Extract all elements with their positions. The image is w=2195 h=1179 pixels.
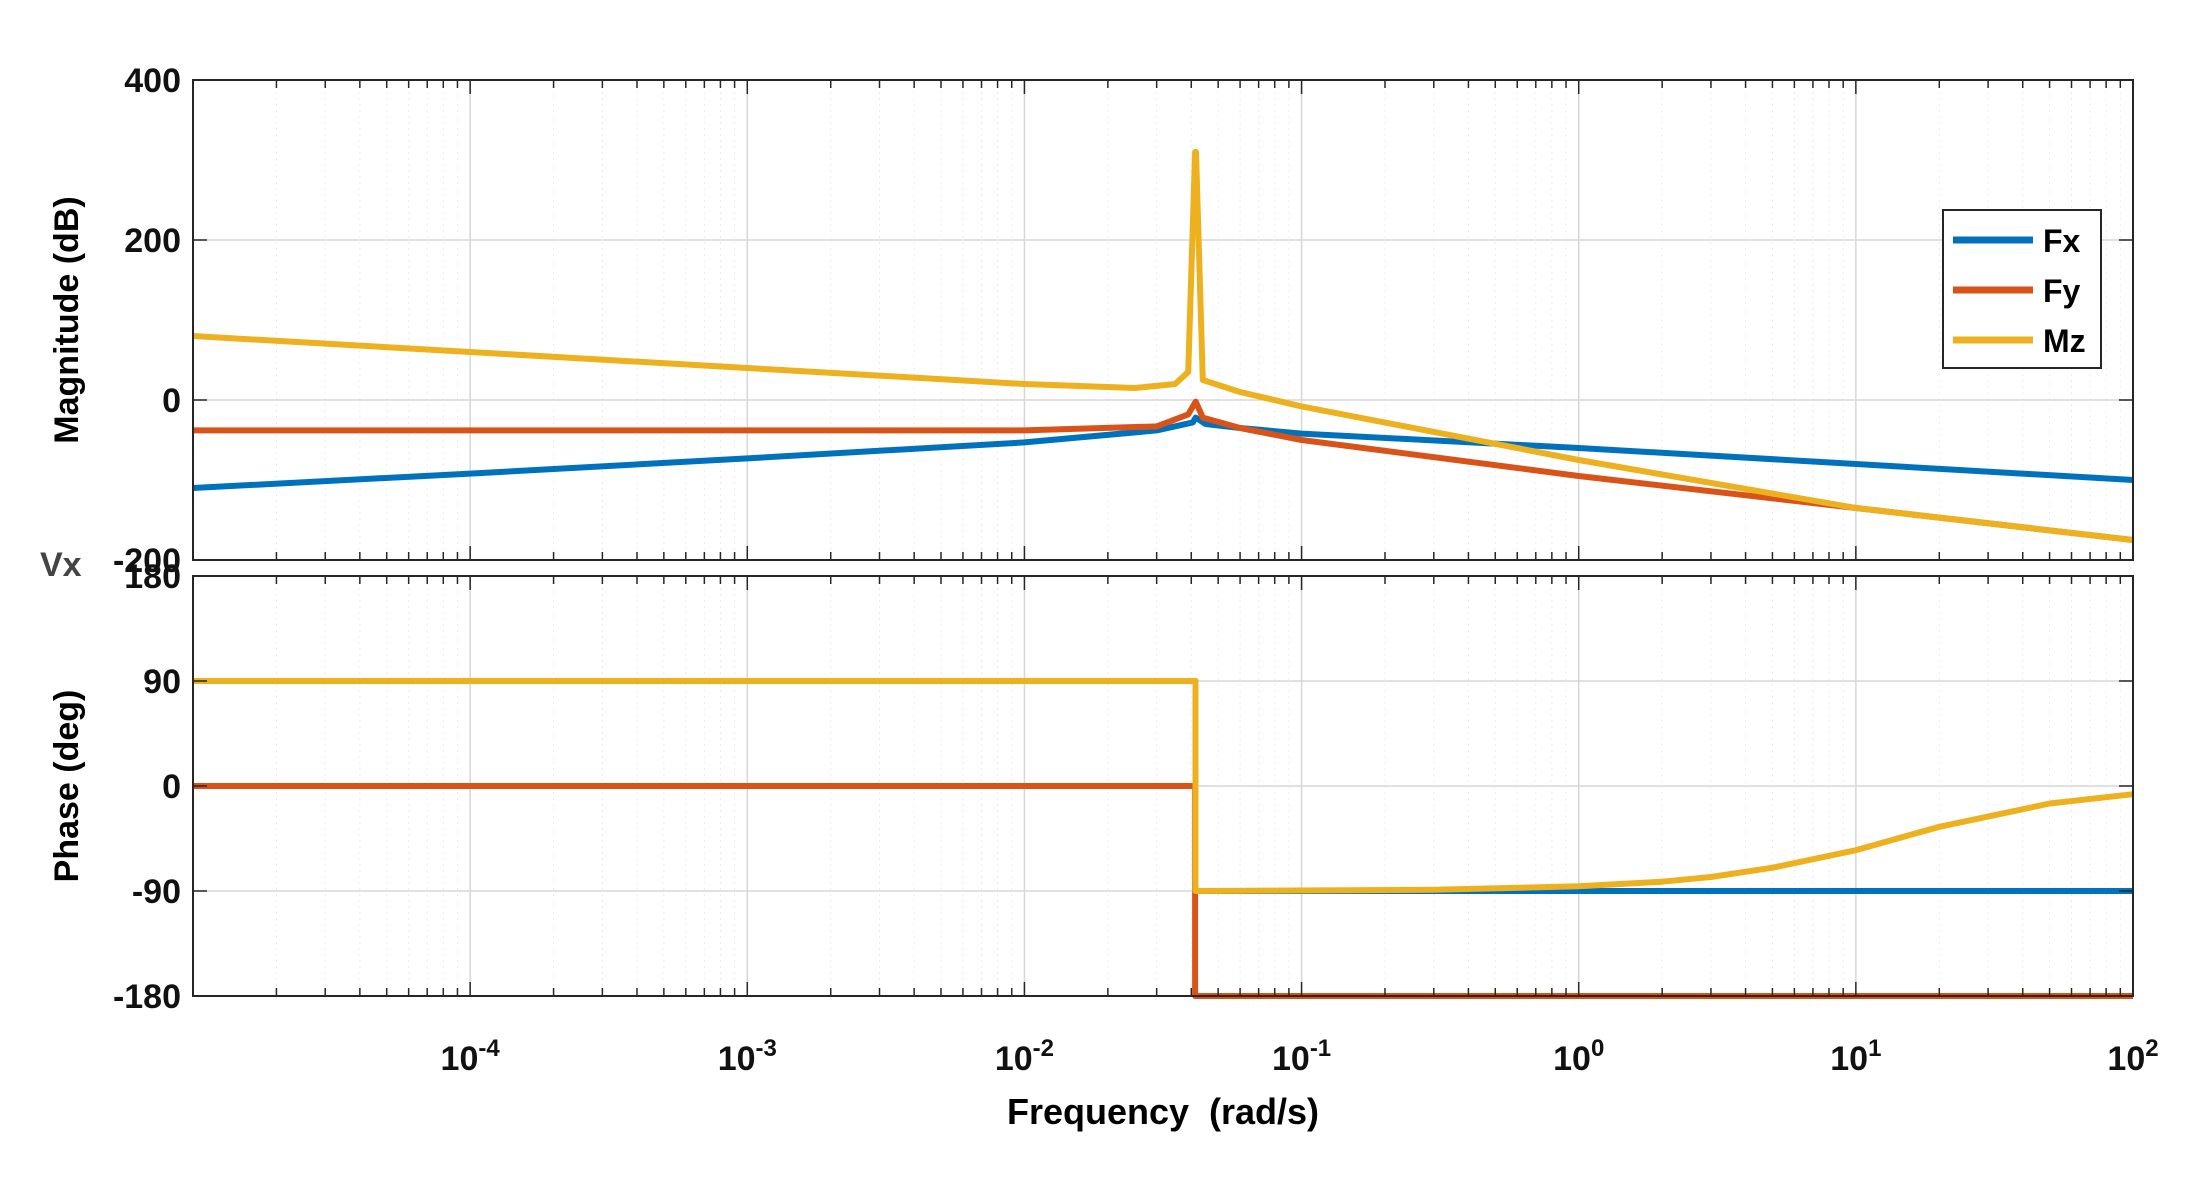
phase-ylabel: Phase (deg) — [48, 690, 86, 883]
phase-series-mz — [193, 678, 2134, 894]
magnitude-ytick-label: 0 — [162, 382, 181, 420]
legend: Fx Fy Mz — [1942, 209, 2102, 369]
xtick-label: 10-4 — [441, 1035, 501, 1078]
magnitude-ytick-labels: 400 200 0 -200 — [113, 62, 181, 580]
magnitude-ytick-label: -200 — [113, 542, 181, 580]
xtick-label: 10-2 — [995, 1035, 1054, 1078]
xtick-labels: 10-4 10-3 10-2 10-1 100 101 102 — [441, 1035, 2159, 1078]
phase-ytick-label: -180 — [113, 978, 181, 1016]
xtick-label: 102 — [2107, 1035, 2158, 1078]
magnitude-curves — [192, 149, 2134, 543]
magnitude-ticks — [192, 79, 2134, 561]
phase-ticks — [192, 575, 2134, 997]
magnitude-series-mz — [192, 149, 2134, 543]
phase-ytick-labels: 180 90 0 -90 -180 — [113, 558, 181, 1016]
phase-ytick-label: 90 — [143, 663, 181, 701]
magnitude-axes-frame — [192, 79, 2134, 561]
magnitude-ytick-label: 200 — [124, 222, 181, 260]
magnitude-series-fx — [192, 414, 2134, 491]
legend-label-fy: Fy — [2043, 273, 2081, 309]
xtick-label: 100 — [1553, 1035, 1604, 1078]
phase-ytick-label: -90 — [132, 873, 181, 911]
vx-label: Vx — [40, 546, 82, 584]
magnitude-series-fy — [193, 398, 2134, 543]
magnitude-ylabel: Magnitude (dB) — [48, 196, 86, 443]
xtick-label: 10-3 — [718, 1035, 777, 1078]
magnitude-ytick-label: 400 — [124, 62, 181, 100]
x-axis-label: Frequency (rad/s) — [1007, 1091, 1319, 1132]
phase-ytick-label: 180 — [124, 558, 181, 596]
legend-label-fx: Fx — [2043, 223, 2081, 259]
magnitude-panel: 400 200 0 -200 Magnitude (dB) Fx Fy Mz — [48, 62, 2134, 580]
phase-ytick-label: 0 — [162, 768, 181, 806]
xtick-label: 10-1 — [1272, 1035, 1331, 1078]
xtick-label: 101 — [1830, 1035, 1881, 1078]
legend-label-mz: Mz — [2043, 323, 2086, 359]
magnitude-grid — [192, 79, 2134, 561]
magnitude-axes-bg — [193, 80, 2133, 560]
